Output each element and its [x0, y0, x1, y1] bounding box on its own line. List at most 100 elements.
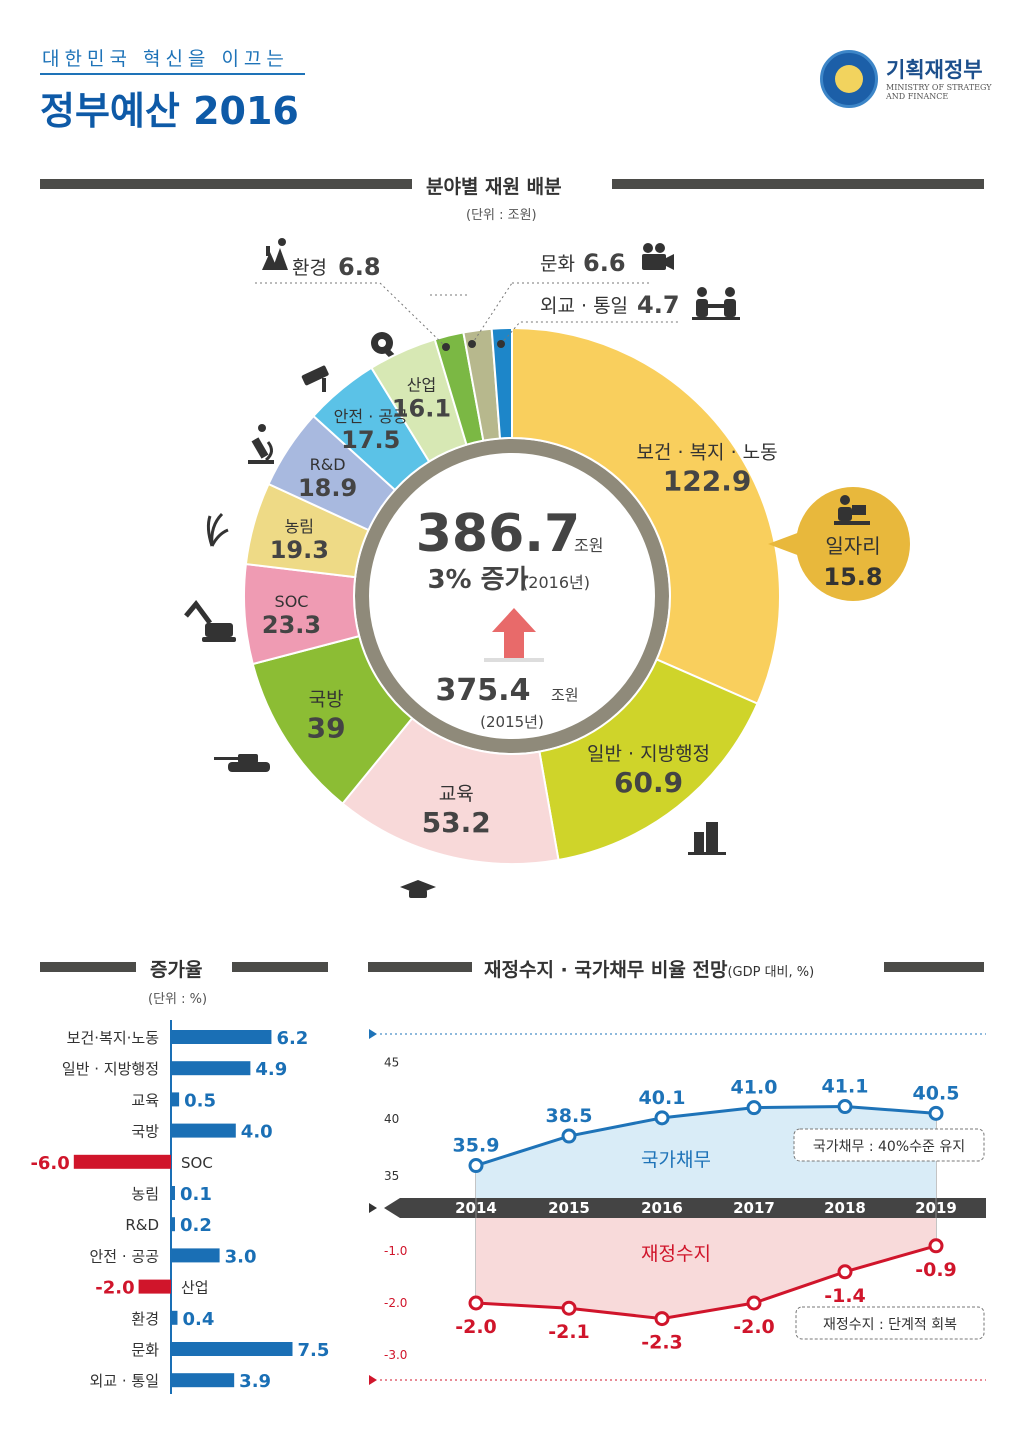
label-foreign-name: 외교 · 통일	[540, 295, 628, 317]
debt-value-label: 40.1	[639, 1087, 686, 1109]
ministry-name: 기획재정부	[886, 58, 983, 82]
balance-point	[837, 1264, 853, 1280]
growth-category-label: 문화	[131, 1341, 159, 1359]
year-2015-label: (2015년)	[480, 713, 544, 731]
office-building-icon	[688, 822, 726, 855]
bottom-marker-icon	[369, 1375, 377, 1385]
section-divider-right	[612, 179, 984, 189]
balance-value-label: -0.9	[915, 1259, 957, 1281]
balance-line	[475, 1244, 937, 1321]
growth-category-label: 농림	[131, 1185, 159, 1203]
balance-value-label: -2.1	[548, 1321, 590, 1343]
small-slice-leaders	[255, 282, 680, 348]
debt-line	[475, 1105, 937, 1167]
ministry-seal-icon	[820, 50, 878, 108]
balance-area	[476, 1218, 936, 1319]
donut-value-label: 122.9	[663, 465, 752, 498]
debt-value-label: 41.1	[822, 1076, 869, 1098]
label-env-name: 환경	[292, 257, 327, 279]
jobs-callout-value: 15.8	[823, 563, 882, 591]
header-subtitle: 대한민국 혁신을 이끄는	[42, 48, 289, 70]
balance-series-label: 재정수지	[641, 1243, 711, 1265]
growth-category-label: 일반 · 지방행정	[62, 1060, 159, 1078]
year-tick-label: 2015	[548, 1199, 590, 1217]
donut-category-label: 산업	[407, 375, 436, 394]
balance-note-text: 재정수지 : 단계적 회복	[823, 1317, 957, 1333]
allocation-section-title: 분야별 재원 배분	[426, 176, 562, 198]
top-marker-icon	[369, 1029, 377, 1039]
ministry-name-en: MINISTRY OF STRATEGY AND FINANCE	[886, 83, 996, 101]
donut-value-label: 60.9	[614, 766, 683, 799]
growth-bar	[171, 1186, 175, 1200]
balance-note-box: 재정수지 : 단계적 회복	[795, 1306, 985, 1340]
donut-category-label: 보건 · 복지 · 노동	[636, 442, 777, 464]
growth-unit: (단위 : %)	[148, 992, 208, 1007]
growth-bar	[171, 1123, 236, 1138]
jobs-callout: 일자리 15.8	[768, 487, 910, 601]
upper-tick-label: 45	[384, 1055, 399, 1069]
growth-bar	[171, 1373, 235, 1388]
outlook-divider-left	[368, 962, 472, 972]
growth-divider-left	[40, 962, 136, 972]
cctv-camera-icon	[301, 365, 329, 392]
debt-note-text: 국가채무 : 40%수준 유지	[813, 1139, 965, 1155]
outlook-frame	[369, 1029, 986, 1385]
ministry-logo: 기획재정부 MINISTRY OF STRATEGY AND FINANCE	[820, 50, 991, 110]
allocation-unit: (단위 : 조원)	[466, 208, 537, 223]
growth-bar	[138, 1279, 171, 1294]
growth-category-label: 국방	[131, 1123, 159, 1141]
growth-bar	[171, 1248, 220, 1263]
total-2016-unit: 조원	[574, 536, 603, 555]
donut-category-label: SOC	[275, 592, 309, 611]
year-tick-label: 2017	[733, 1199, 775, 1217]
growth-bar	[171, 1030, 272, 1044]
office-worker-icon	[834, 495, 870, 525]
growth-value-label: 0.2	[180, 1215, 212, 1236]
outlook-divider-right	[884, 962, 984, 972]
total-2015-value: 375.4	[436, 673, 531, 708]
balance-point	[746, 1295, 762, 1311]
growth-value-label: -2.0	[95, 1278, 134, 1299]
growth-value-label: 0.5	[184, 1090, 216, 1111]
label-culture-name: 문화	[540, 253, 575, 275]
growth-category-label: 산업	[181, 1279, 209, 1297]
year-tick-label: 2018	[824, 1199, 866, 1217]
upper-tick-label: 35	[384, 1169, 399, 1183]
growth-value-label: 4.9	[255, 1059, 287, 1080]
ministry-name-en-line2: AND FINANCE	[886, 92, 949, 101]
donut-value-label: 16.1	[392, 394, 451, 422]
inner-ring	[355, 439, 669, 753]
debt-series-label: 국가채무	[641, 1149, 711, 1171]
balance-value-label: -2.0	[733, 1316, 775, 1338]
growth-category-label: 보건·복지·노동	[67, 1029, 160, 1047]
film-camera-icon	[642, 243, 674, 270]
donut-value-label: 17.5	[341, 426, 400, 454]
balance-point	[561, 1300, 577, 1316]
label-culture-value: 6.6	[583, 249, 626, 277]
debt-point	[561, 1128, 577, 1144]
growth-bar	[171, 1342, 293, 1356]
outlook-title-note: (GDP 대비, %)	[727, 965, 815, 980]
upper-tick-label: 40	[384, 1112, 399, 1126]
increase-arrow-icon	[484, 608, 544, 662]
ministry-name-en-line1: MINISTRY OF STRATEGY	[886, 83, 992, 92]
year-tick-label: 2016	[641, 1199, 683, 1217]
donut-category-label: 국방	[309, 689, 344, 711]
balance-value-label: -2.3	[641, 1332, 683, 1354]
growth-bar-chart: 6.2 보건·복지·노동 4.9 일반 · 지방행정 0.5 교육 4.0 국방 -6.0 SOC…	[30, 1020, 329, 1394]
donut-category-label: 안전 · 공공	[334, 407, 408, 426]
balance-point	[928, 1238, 944, 1254]
growth-value-label: 3.9	[239, 1371, 271, 1392]
rice-plant-icon	[206, 512, 229, 547]
debt-value-label: 40.5	[913, 1082, 960, 1104]
section-divider-left	[40, 179, 412, 189]
donut-value-label: 18.9	[298, 474, 357, 502]
label-foreign-value: 4.7	[637, 291, 680, 319]
tank-icon	[214, 754, 270, 772]
growth-bar	[171, 1061, 251, 1076]
donut-category-label: 교육	[439, 783, 474, 805]
jobs-callout-label: 일자리	[825, 534, 880, 558]
header-divider	[40, 73, 305, 75]
